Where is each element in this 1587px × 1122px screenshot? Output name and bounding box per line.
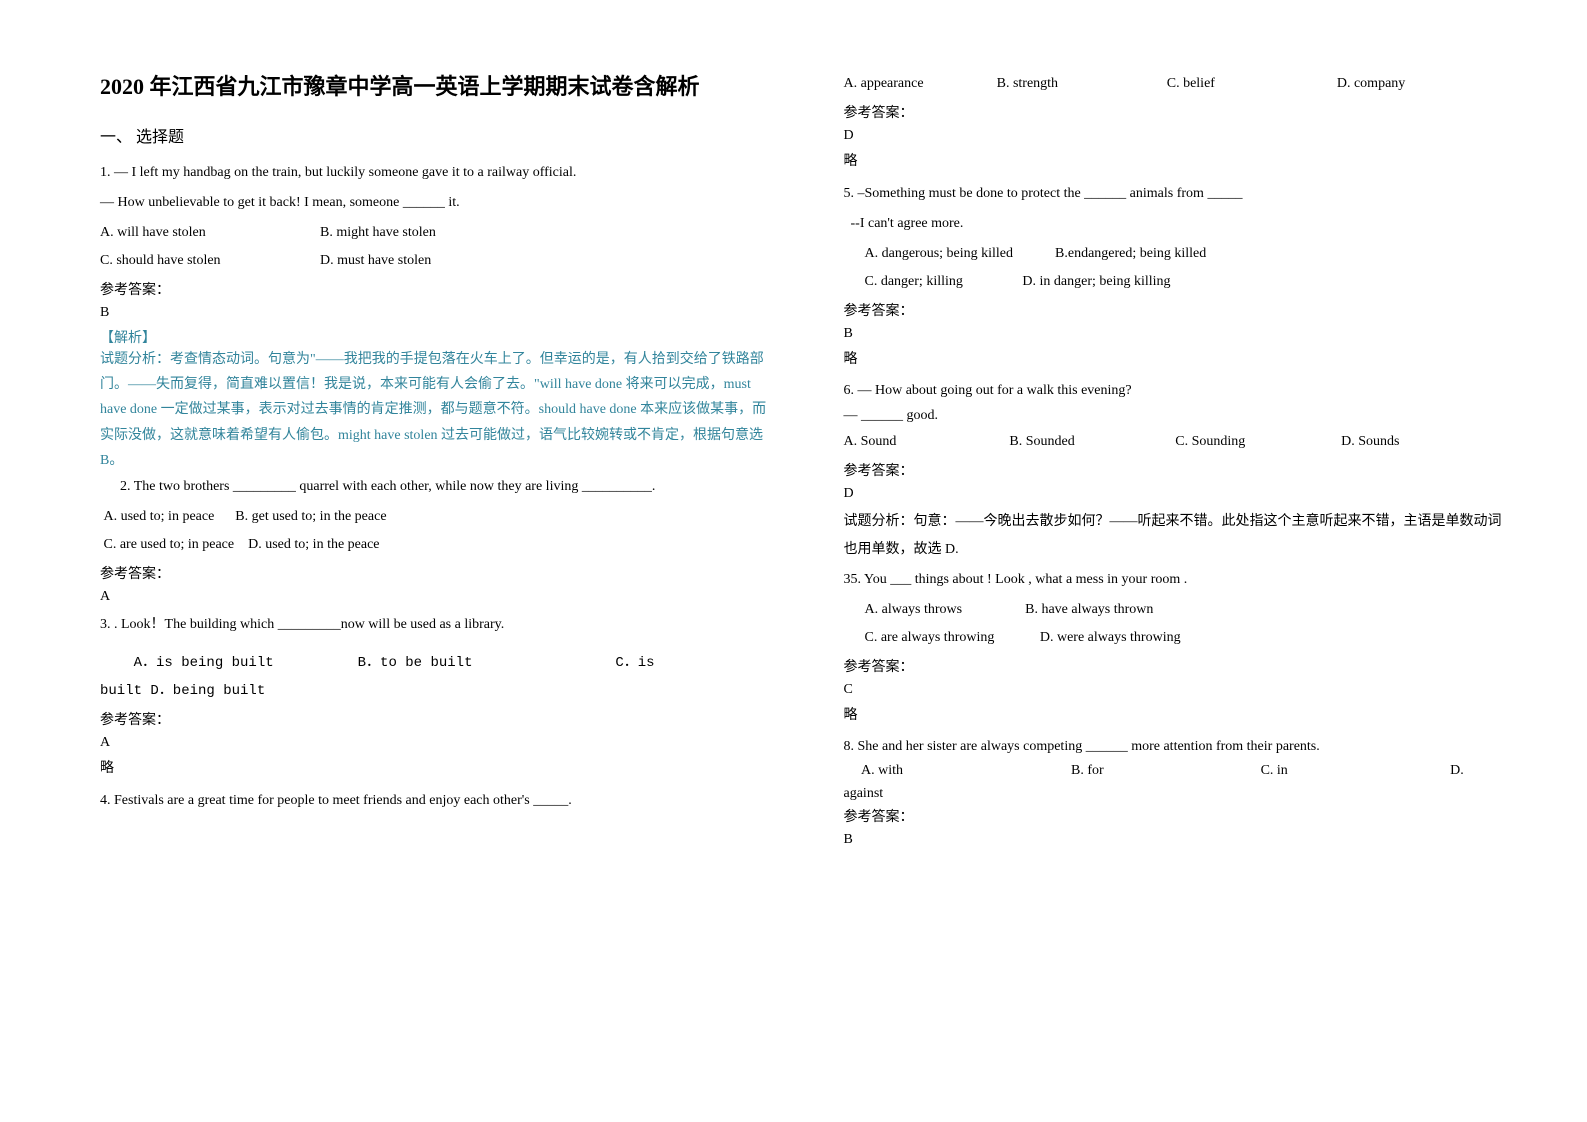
q2-answer-label: 参考答案：: [100, 563, 774, 583]
q4-line1: 4. Festivals are a great time for people…: [100, 787, 774, 815]
q2-optD: D. used to; in the peace: [248, 537, 379, 552]
question-7: 35. You ___ things about ! Look , what a…: [844, 566, 1508, 724]
q7-options-row1: A. always throws B. have always thrown: [844, 596, 1508, 624]
q8-optC: C. in: [1261, 760, 1451, 781]
q3-options-row1: A．is being built B．to be built C．is: [100, 649, 774, 677]
q8-answer: B: [844, 832, 1508, 848]
q1-answer-label: 参考答案：: [100, 279, 774, 299]
q4-brief: 略: [844, 150, 1508, 170]
q8-optB: B. for: [1071, 760, 1261, 781]
q1-options-row1: A. will have stolen B. might have stolen: [100, 219, 774, 247]
q2-answer: A: [100, 589, 774, 605]
q7-answer: C: [844, 682, 1508, 698]
q4-optC: C. belief: [1167, 70, 1337, 98]
q8-optD: D.: [1450, 760, 1507, 781]
q1-answer: B: [100, 305, 774, 321]
q2-optC: C. are used to; in peace: [104, 537, 235, 552]
question-5: 5. –Something must be done to protect th…: [844, 180, 1508, 368]
q6-optC: C. Sounding: [1175, 428, 1341, 456]
q5-optD: D. in danger; being killing: [1022, 274, 1170, 289]
q5-answer: B: [844, 326, 1508, 342]
q5-options-row1: A. dangerous; being killed B.endangered;…: [844, 240, 1508, 268]
exam-title: 2020 年江西省九江市豫章中学高一英语上学期期末试卷含解析: [100, 70, 774, 103]
q3-optA: A．is being built: [134, 655, 274, 671]
q3-brief: 略: [100, 757, 774, 777]
q5-line2: --I can't agree more.: [844, 210, 1508, 238]
q1-line2: — How unbelievable to get it back! I mea…: [100, 189, 774, 217]
q6-answer: D: [844, 486, 1508, 502]
q1-optA: A. will have stolen: [100, 219, 320, 247]
q2-optA: A. used to; in peace: [104, 509, 215, 524]
q1-line1: 1. — I left my handbag on the train, but…: [100, 159, 774, 187]
q5-optA: A. dangerous; being killed: [865, 246, 1014, 261]
q6-optA: A. Sound: [844, 428, 1010, 456]
q2-line1: 2. The two brothers _________ quarrel wi…: [100, 473, 774, 501]
q7-brief: 略: [844, 704, 1508, 724]
q7-optB: B. have always thrown: [1025, 602, 1153, 617]
q8-options: A. with B. for C. in D.: [844, 760, 1508, 781]
question-4-part1: 4. Festivals are a great time for people…: [100, 787, 774, 815]
q8-optA: A. with: [861, 763, 903, 778]
q6-optB: B. Sounded: [1009, 428, 1175, 456]
q8-optD-cont: against: [844, 781, 1508, 806]
q5-optB: B.endangered; being killed: [1055, 246, 1206, 261]
q4-answer: D: [844, 128, 1508, 144]
q5-line1: 5. –Something must be done to protect th…: [844, 180, 1508, 208]
q1-optC: C. should have stolen: [100, 247, 320, 275]
question-3: 3. . Look！The building which _________no…: [100, 611, 774, 777]
q5-options-row2: C. danger; killing D. in danger; being k…: [844, 268, 1508, 296]
q3-answer: A: [100, 735, 774, 751]
right-column: A. appearance B. strength C. belief D. c…: [814, 70, 1528, 1072]
q8-line1: 8. She and her sister are always competi…: [844, 734, 1508, 759]
q1-optB: B. might have stolen: [320, 219, 436, 247]
q4-optB: B. strength: [997, 70, 1167, 98]
q3-options-row2: built D．being built: [100, 677, 774, 705]
q5-brief: 略: [844, 348, 1508, 368]
q5-optC: C. danger; killing: [865, 274, 963, 289]
q3-answer-label: 参考答案：: [100, 709, 774, 729]
question-6: 6. — How about going out for a walk this…: [844, 378, 1508, 564]
question-4-part2: A. appearance B. strength C. belief D. c…: [844, 70, 1508, 170]
section-title: 一、 选择题: [100, 123, 774, 147]
q3-optB: B．to be built: [358, 655, 473, 671]
q1-optD: D. must have stolen: [320, 247, 431, 275]
q2-options-row2: C. are used to; in peace D. used to; in …: [100, 531, 774, 559]
q6-answer-label: 参考答案：: [844, 460, 1508, 480]
q1-analysis-label: 【解析】: [100, 327, 774, 347]
question-2: 2. The two brothers _________ quarrel wi…: [100, 473, 774, 605]
q6-line2: — ______ good.: [844, 403, 1508, 428]
q4-optD: D. company: [1337, 70, 1507, 98]
q6-line1: 6. — How about going out for a walk this…: [844, 378, 1508, 403]
q5-answer-label: 参考答案：: [844, 300, 1508, 320]
q2-optB: B. get used to; in the peace: [235, 509, 386, 524]
q8-answer-label: 参考答案：: [844, 806, 1508, 826]
q4-optA: A. appearance: [844, 70, 997, 98]
left-column: 2020 年江西省九江市豫章中学高一英语上学期期末试卷含解析 一、 选择题 1.…: [100, 70, 814, 1072]
q7-optD: D. were always throwing: [1040, 630, 1181, 645]
q4-options: A. appearance B. strength C. belief D. c…: [844, 70, 1508, 98]
q7-line1: 35. You ___ things about ! Look , what a…: [844, 566, 1508, 594]
q1-analysis-text: 试题分析：考查情态动词。句意为"——我把我的手提包落在火车上了。但幸运的是，有人…: [100, 347, 774, 473]
q6-options: A. Sound B. Sounded C. Sounding D. Sound…: [844, 428, 1508, 456]
q3-optC: C．is: [615, 655, 654, 671]
q6-optD: D. Sounds: [1341, 428, 1507, 456]
q3-line1: 3. . Look！The building which _________no…: [100, 611, 774, 639]
question-1: 1. — I left my handbag on the train, but…: [100, 159, 774, 473]
q4-answer-label: 参考答案：: [844, 102, 1508, 122]
q1-options-row2: C. should have stolen D. must have stole…: [100, 247, 774, 275]
q6-analysis: 试题分析：句意：——今晚出去散步如何？——听起来不错。此处指这个主意听起来不错，…: [844, 508, 1508, 564]
q7-answer-label: 参考答案：: [844, 656, 1508, 676]
q7-optA: A. always throws: [865, 602, 963, 617]
q7-optC: C. are always throwing: [865, 630, 995, 645]
q7-options-row2: C. are always throwing D. were always th…: [844, 624, 1508, 652]
question-8: 8. She and her sister are always competi…: [844, 734, 1508, 847]
q2-options-row1: A. used to; in peace B. get used to; in …: [100, 503, 774, 531]
